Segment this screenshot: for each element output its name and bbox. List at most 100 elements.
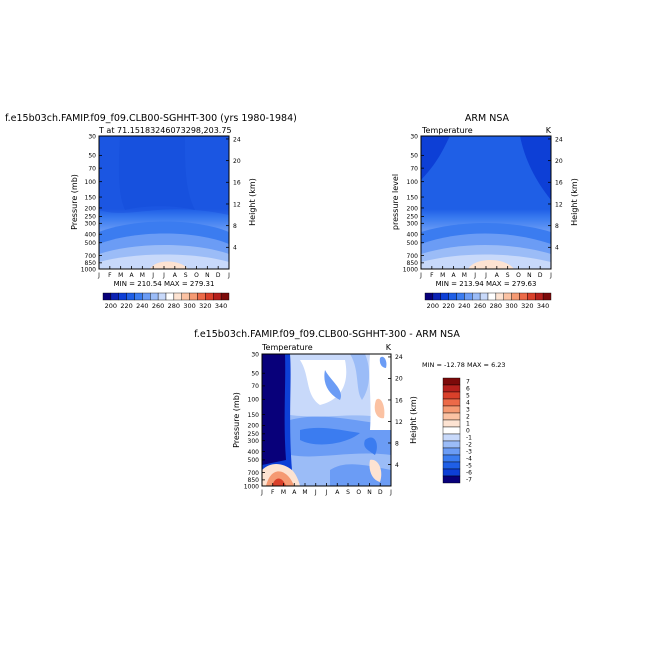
y-tick-label: 700	[248, 470, 260, 477]
x-tick-label: J	[314, 489, 317, 496]
colorbar-label: 5	[466, 393, 470, 400]
panel-obs-stats: MIN = 213.94 MAX = 279.63	[436, 280, 537, 288]
colorbar-swatch	[165, 292, 175, 301]
colorbar-label: 4	[466, 400, 470, 407]
y2-tick-label: 12	[555, 201, 563, 208]
y2-tick-label: 24	[395, 354, 403, 361]
colorbar-swatch	[102, 292, 112, 301]
colorbar-swatch	[442, 447, 461, 456]
colorbar-label: 220	[442, 302, 454, 310]
colorbar-swatch	[442, 419, 461, 428]
x-tick-label: A	[335, 489, 340, 496]
colorbar-label: 220	[120, 302, 132, 310]
y2-tick-label: 16	[555, 180, 563, 187]
x-tick-label: J	[484, 272, 487, 279]
x-tick-label: M	[140, 272, 145, 279]
panel-model-y2-ticks: 24 20 16 12 8 4	[226, 136, 241, 252]
x-tick-label: S	[506, 272, 510, 279]
panel-obs-ylabel: pressure level	[391, 174, 400, 230]
x-tick-label: F	[108, 272, 112, 279]
colorbar-label: 320	[521, 302, 533, 310]
y-tick-label: 300	[407, 221, 419, 228]
colorbar-swatch	[110, 292, 119, 301]
y-tick-label: 850	[248, 477, 260, 484]
colorbar-swatch	[456, 292, 465, 301]
y2-tick-label: 8	[395, 440, 399, 447]
colorbar-label: -2	[466, 442, 472, 449]
x-tick-label: O	[194, 272, 199, 279]
panel-model-y2label: Height (km)	[248, 178, 257, 226]
x-tick-label: J	[419, 272, 422, 279]
x-tick-label: A	[173, 272, 178, 279]
y-tick-label: 100	[85, 179, 97, 186]
y2-tick-label: 4	[395, 462, 399, 469]
panel-obs: ARM NSA Temperature K 30 50 70 100 150 200 250…	[391, 113, 579, 310]
y-tick-label: 1000	[244, 483, 259, 490]
y-tick-label: 30	[410, 133, 418, 140]
panel-model-ylabel: Pressure (mb)	[70, 174, 79, 230]
panel-diff-y2label: Height (km)	[409, 396, 418, 444]
y-tick-label: 700	[85, 253, 97, 260]
y2-tick-label: 16	[395, 397, 403, 404]
colorbar-label: 240	[458, 302, 470, 310]
x-tick-label: J	[325, 489, 328, 496]
colorbar-swatch	[479, 292, 489, 301]
colorbar-swatch	[142, 292, 151, 301]
y2-tick-label: 16	[233, 180, 241, 187]
y2-tick-label: 20	[395, 376, 403, 383]
colorbar-swatch	[442, 426, 461, 435]
y2-tick-label: 8	[233, 223, 237, 230]
y-tick-label: 500	[248, 457, 260, 464]
x-tick-label: J	[389, 489, 392, 496]
colorbar-label: 260	[152, 302, 164, 310]
colorbar-swatch	[472, 292, 481, 301]
colorbar-swatch	[495, 292, 504, 301]
panel-diff-stats: MIN = -12.78 MAX = 6.23	[422, 361, 506, 369]
x-tick-label: D	[538, 272, 543, 279]
colorbar-label: 340	[537, 302, 549, 310]
colorbar-swatch	[134, 292, 143, 301]
colorbar-swatch	[442, 412, 461, 421]
y-tick-label: 250	[407, 214, 419, 221]
y-tick-label: 850	[85, 260, 97, 267]
x-tick-label: J	[549, 272, 552, 279]
panel-diff-left-label: Temperature	[261, 343, 313, 352]
x-tick-label: M	[462, 272, 467, 279]
colorbar-swatch	[442, 440, 461, 449]
y-tick-label: 150	[85, 194, 97, 201]
y-tick-label: 700	[407, 253, 419, 260]
y2-tick-label: 12	[395, 419, 403, 426]
colorbar-label: 2	[466, 414, 470, 421]
colorbar-label: -5	[466, 463, 472, 470]
panel-obs-y2label: Height (km)	[570, 178, 579, 226]
colorbar-label: 260	[474, 302, 486, 310]
colorbar-swatch	[442, 433, 461, 442]
panel-obs-right-label: K	[546, 126, 552, 135]
colorbar-label: 0	[466, 428, 470, 435]
colorbar-label: -4	[466, 456, 472, 463]
panel-model-plot	[99, 136, 229, 269]
y-tick-label: 300	[85, 221, 97, 228]
colorbar-swatch	[440, 292, 449, 301]
panel-obs-title: ARM NSA	[465, 113, 510, 124]
x-tick-label: J	[151, 272, 154, 279]
colorbar-swatch	[535, 292, 544, 301]
x-tick-label: S	[346, 489, 350, 496]
x-tick-label: A	[495, 272, 500, 279]
colorbar-swatch	[448, 292, 457, 301]
panel-diff-plot	[262, 354, 391, 486]
y-tick-label: 500	[85, 240, 97, 247]
y2-tick-label: 4	[233, 245, 237, 252]
colorbar-swatch	[189, 292, 198, 301]
colorbar-label: 7	[466, 379, 470, 386]
y-tick-label: 250	[248, 431, 260, 438]
colorbar-label: -6	[466, 470, 472, 477]
colorbar-swatch	[519, 292, 528, 301]
colorbar-swatch	[527, 292, 536, 301]
colorbar-swatch	[213, 292, 222, 301]
panel-obs-y2-ticks: 24 20 16 12 8 4	[548, 136, 563, 252]
y-tick-label: 150	[407, 194, 419, 201]
colorbar-label: 3	[466, 407, 470, 414]
colorbar-swatch	[503, 292, 512, 301]
